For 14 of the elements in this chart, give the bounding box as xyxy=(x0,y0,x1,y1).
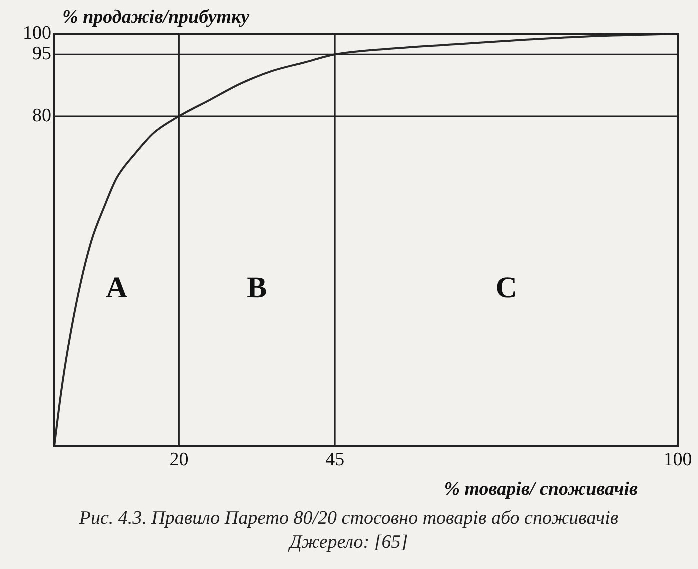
annotation: B xyxy=(247,271,268,304)
text: Рис. 4.3. Правило Парето 80/20 стосовно товарів або споживачів xyxy=(78,507,620,531)
line-series xyxy=(54,34,678,446)
annotation: A xyxy=(106,271,128,304)
y-tick-label: 100 xyxy=(23,22,52,44)
x-tick-label: 100 xyxy=(664,450,692,471)
x-tick-label: 20 xyxy=(170,450,189,471)
annotation: C xyxy=(496,271,518,304)
y-axis-title: % продажів/прибутку xyxy=(62,6,250,28)
y-tick-label: 80 xyxy=(32,105,52,126)
x-tick-label: 45 xyxy=(326,450,345,471)
x-axis-title: % товарів/ споживачів xyxy=(444,479,639,500)
text: Джерело: [65] xyxy=(288,531,410,555)
y-tick-label: 95 xyxy=(32,44,52,65)
